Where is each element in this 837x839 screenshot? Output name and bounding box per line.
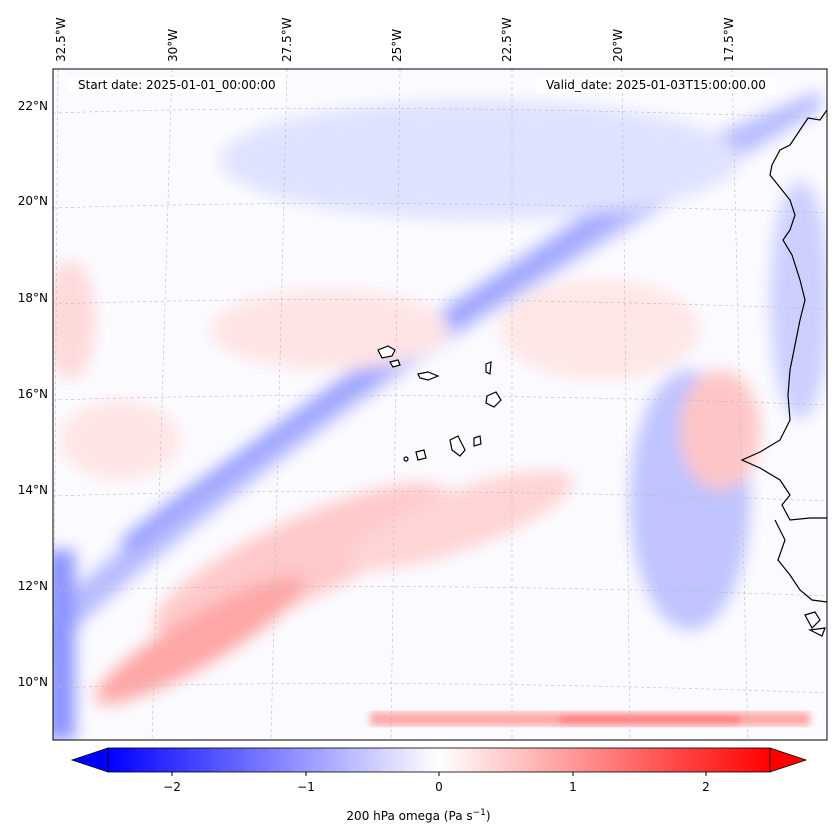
ascent-band bbox=[53, 90, 820, 649]
colorbar-tick-label: −2 bbox=[163, 780, 181, 794]
colorbar-tick-label: −1 bbox=[297, 780, 315, 794]
lon-label: 32.5°W bbox=[54, 17, 68, 62]
colorbar-tick-label: 1 bbox=[569, 780, 577, 794]
red-patch-6 bbox=[53, 260, 95, 380]
south-red-streak-2 bbox=[560, 716, 740, 724]
red-patch-5 bbox=[500, 280, 700, 380]
red-patch-2 bbox=[95, 576, 305, 704]
lon-label: 17.5°W bbox=[722, 17, 736, 62]
sao-vicente bbox=[389, 359, 401, 368]
maio bbox=[473, 435, 482, 447]
santo-antao bbox=[377, 345, 396, 359]
africa-coast bbox=[740, 109, 827, 521]
east-red-patch bbox=[680, 370, 760, 490]
santiago bbox=[449, 435, 466, 457]
red-patch-4 bbox=[210, 290, 450, 370]
lon-label: 22.5°W bbox=[500, 17, 514, 62]
boa-vista bbox=[485, 391, 502, 408]
bissagos-islands bbox=[804, 611, 826, 637]
africa-coast-south bbox=[774, 519, 827, 603]
fogo bbox=[415, 449, 427, 461]
colorbar-min-extension bbox=[70, 747, 109, 773]
north-blue-patch bbox=[220, 100, 740, 220]
lat-label: 10°N bbox=[17, 675, 48, 689]
red-patch-3 bbox=[346, 470, 574, 570]
lat-label: 20°N bbox=[17, 194, 48, 208]
colorbar-gradient bbox=[107, 747, 771, 773]
lat-label: 14°N bbox=[17, 483, 48, 497]
brava bbox=[403, 456, 409, 462]
colorbar-label-exponent: −1 bbox=[472, 808, 486, 818]
cape-verde-islands bbox=[377, 345, 502, 462]
east-blue-patch-2 bbox=[770, 180, 827, 420]
colorbar-label-text: 200 hPa omega (Pa s bbox=[346, 809, 473, 823]
lon-label: 27.5°W bbox=[280, 17, 294, 62]
colorbar-tick-label: 0 bbox=[435, 780, 443, 794]
coastline bbox=[740, 109, 827, 637]
sao-nicolau bbox=[417, 371, 440, 381]
colorbar-label-end: ) bbox=[485, 809, 491, 823]
colorbar-label: 200 hPa omega (Pa s−1) bbox=[0, 808, 837, 823]
ascent-band-core bbox=[120, 200, 625, 555]
colorbar bbox=[70, 747, 808, 776]
lat-label: 16°N bbox=[17, 387, 48, 401]
map-frame bbox=[52, 68, 828, 741]
sal bbox=[485, 361, 492, 375]
lat-label: 12°N bbox=[17, 579, 48, 593]
gridlines bbox=[53, 69, 827, 740]
colorbar-max-extension bbox=[769, 747, 808, 773]
lon-label: 25°W bbox=[390, 28, 404, 62]
valid-date-label: Valid_date: 2025-01-03T15:00:00.00 bbox=[536, 77, 776, 93]
start-date-label: Start date: 2025-01-01_00:00:00 bbox=[68, 77, 286, 93]
lon-label: 30°W bbox=[166, 28, 180, 62]
lat-label: 22°N bbox=[17, 99, 48, 113]
colorbar-tick-label: 2 bbox=[702, 780, 710, 794]
red-patch-7 bbox=[60, 400, 180, 480]
lat-label: 18°N bbox=[17, 291, 48, 305]
lon-label: 20°W bbox=[611, 28, 625, 62]
omega-field bbox=[53, 90, 827, 740]
west-blue-patch bbox=[53, 550, 75, 740]
